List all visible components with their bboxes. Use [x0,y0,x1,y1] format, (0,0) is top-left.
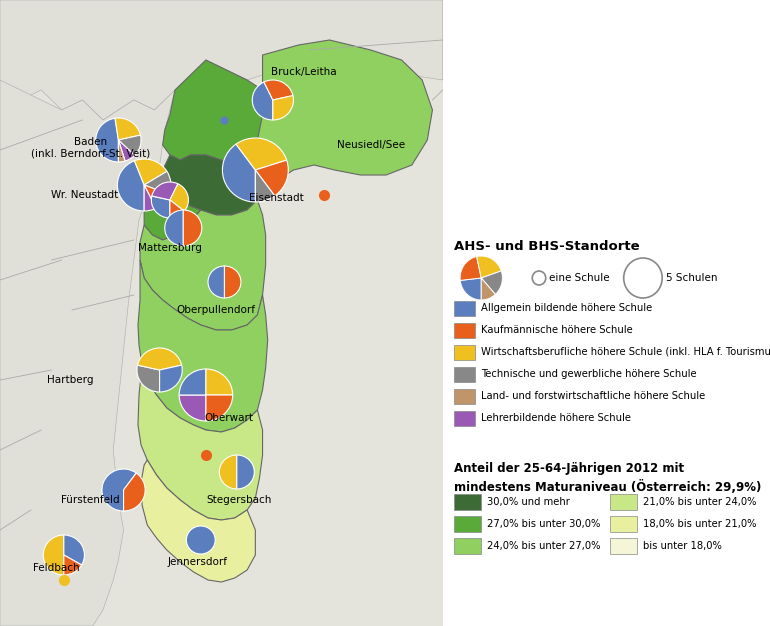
Wedge shape [225,266,241,298]
Wedge shape [179,395,206,421]
Wedge shape [236,138,286,170]
Wedge shape [152,182,178,200]
Wedge shape [137,365,159,392]
Text: Land- und forstwirtschaftliche höhere Schule: Land- und forstwirtschaftliche höhere Sc… [481,391,705,401]
FancyBboxPatch shape [454,301,475,316]
Text: Anteil der 25-64-Jährigen 2012 mit: Anteil der 25-64-Jährigen 2012 mit [454,462,685,475]
Text: bis unter 18,0%: bis unter 18,0% [643,541,721,551]
Text: Oberpullendorf: Oberpullendorf [177,305,256,315]
FancyBboxPatch shape [454,494,481,510]
Wedge shape [186,526,215,554]
Polygon shape [0,0,443,626]
Text: Oberwart: Oberwart [204,413,253,423]
Text: Neusiedl/See: Neusiedl/See [336,140,405,150]
FancyBboxPatch shape [454,323,475,338]
Text: 18,0% bis unter 21,0%: 18,0% bis unter 21,0% [643,519,756,529]
Text: Baden
(inkl. Berndorf-St. Veit): Baden (inkl. Berndorf-St. Veit) [31,137,150,159]
Text: Fürstenfeld: Fürstenfeld [62,495,120,505]
Wedge shape [460,278,481,300]
Wedge shape [206,395,233,421]
Text: Mattersburg: Mattersburg [138,243,202,253]
Text: Eisenstadt: Eisenstadt [249,193,303,203]
Wedge shape [481,271,502,294]
Wedge shape [123,473,146,511]
Wedge shape [264,80,293,100]
Wedge shape [152,196,170,218]
Wedge shape [256,160,288,196]
Text: Wr. Neustadt: Wr. Neustadt [51,190,118,200]
Polygon shape [159,155,263,215]
Text: 30,0% und mehr: 30,0% und mehr [487,497,570,507]
FancyBboxPatch shape [454,367,475,382]
Wedge shape [183,210,202,246]
Wedge shape [253,82,273,120]
Wedge shape [208,266,225,298]
Wedge shape [119,140,135,161]
Wedge shape [119,135,141,155]
Wedge shape [115,118,140,140]
Text: Kaufmännische höhere Schule: Kaufmännische höhere Schule [481,325,633,335]
Polygon shape [162,60,263,165]
Wedge shape [256,170,275,202]
Text: Lehrerbildende höhere Schule: Lehrerbildende höhere Schule [481,413,631,423]
Wedge shape [159,365,182,392]
FancyBboxPatch shape [610,516,637,532]
Text: 21,0% bis unter 24,0%: 21,0% bis unter 24,0% [643,497,756,507]
Polygon shape [0,80,175,626]
Polygon shape [0,0,443,120]
Text: Hartberg: Hartberg [47,375,93,385]
FancyBboxPatch shape [454,389,475,404]
Wedge shape [138,348,182,370]
Text: AHS- und BHS-Standorte: AHS- und BHS-Standorte [454,240,640,253]
Wedge shape [165,210,183,246]
Text: Bruck/Leitha: Bruck/Leitha [271,67,336,77]
Wedge shape [43,535,64,575]
Text: Allgemein bildende höhere Schule: Allgemein bildende höhere Schule [481,303,652,313]
Wedge shape [206,369,233,395]
Text: Technische und gewerbliche höhere Schule: Technische und gewerbliche höhere Schule [481,369,697,379]
Text: Feldbach: Feldbach [33,563,80,573]
Wedge shape [237,455,254,489]
Wedge shape [144,185,169,208]
Wedge shape [144,172,171,195]
Text: 5 Schulen: 5 Schulen [666,273,718,283]
Text: 24,0% bis unter 27,0%: 24,0% bis unter 27,0% [487,541,601,551]
Wedge shape [170,184,189,211]
Text: Wirtschaftsberufliche höhere Schule (inkl. HLA f. Tourismus): Wirtschaftsberufliche höhere Schule (ink… [481,347,770,357]
FancyBboxPatch shape [454,345,475,360]
FancyBboxPatch shape [610,494,637,510]
Wedge shape [460,257,481,280]
Text: 27,0% bis unter 30,0%: 27,0% bis unter 30,0% [487,519,601,529]
Polygon shape [247,40,433,185]
Wedge shape [223,144,256,202]
Wedge shape [64,535,85,565]
Wedge shape [179,369,206,395]
Wedge shape [135,159,167,185]
Text: Jennersdorf: Jennersdorf [168,557,228,567]
Wedge shape [95,118,119,162]
Polygon shape [138,260,268,432]
Wedge shape [219,455,237,489]
FancyBboxPatch shape [454,538,481,554]
Wedge shape [477,256,501,278]
FancyBboxPatch shape [454,516,481,532]
Wedge shape [117,161,144,211]
Text: eine Schule: eine Schule [548,273,609,283]
Wedge shape [170,200,184,218]
Wedge shape [64,555,82,575]
FancyBboxPatch shape [454,411,475,426]
Wedge shape [144,185,156,211]
Text: mindestens Maturaniveau (Österreich: 29,9%): mindestens Maturaniveau (Österreich: 29,… [454,480,762,494]
Wedge shape [273,96,293,120]
FancyBboxPatch shape [610,538,637,554]
Polygon shape [141,460,256,582]
Text: Stegersbach: Stegersbach [206,495,272,505]
Wedge shape [481,278,495,300]
Wedge shape [102,469,136,511]
Polygon shape [138,365,263,520]
Polygon shape [140,200,266,330]
Wedge shape [119,140,125,162]
Polygon shape [144,180,201,240]
